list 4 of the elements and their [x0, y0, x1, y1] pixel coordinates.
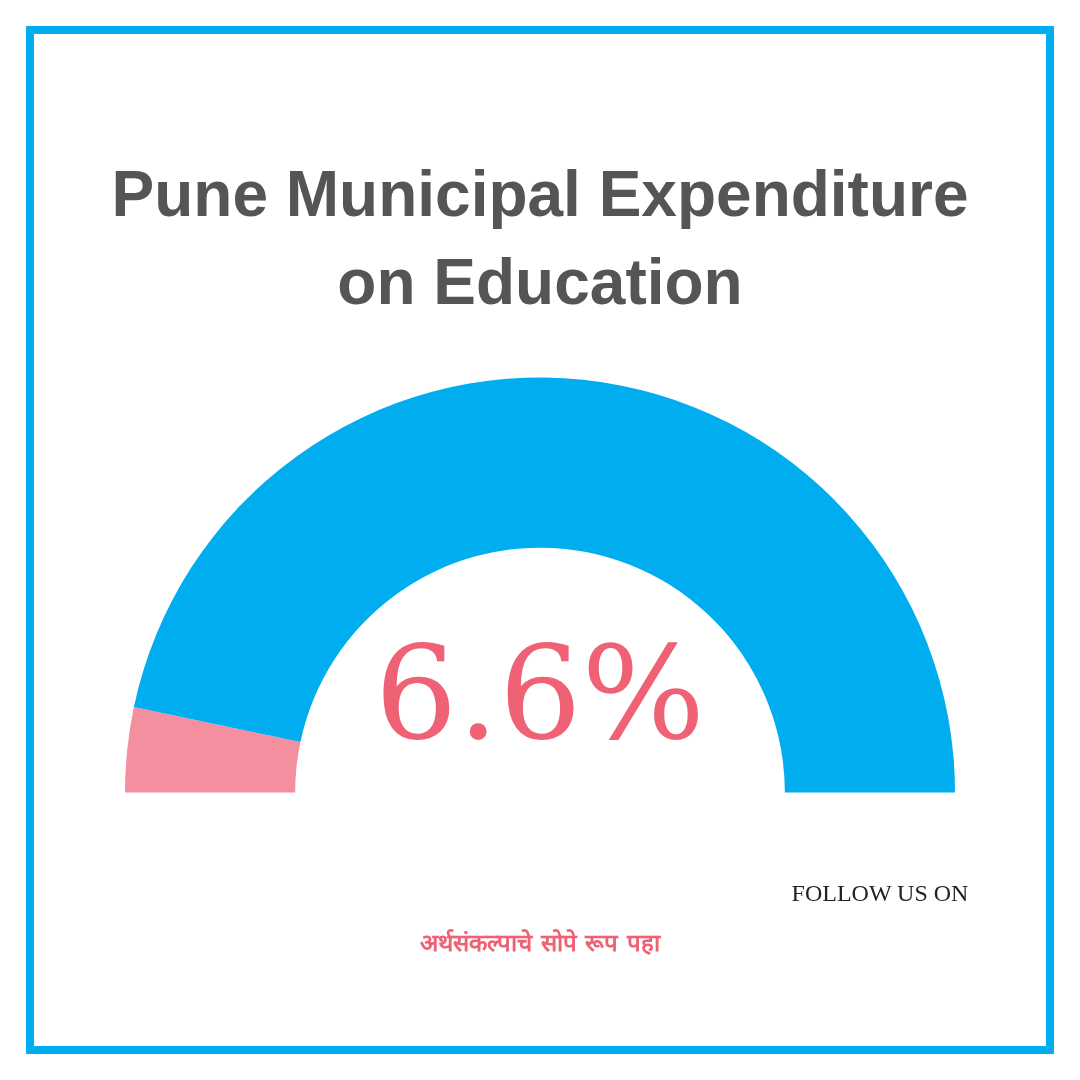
text: FOLLOW US ON [790, 880, 970, 907]
text: 6.6% [374, 616, 706, 769]
chart-title: Pune Municipal Expenditure on Education [110, 157, 970, 320]
text: अर्थसंकल्पाचे सोपे रूप पहा [419, 928, 662, 958]
